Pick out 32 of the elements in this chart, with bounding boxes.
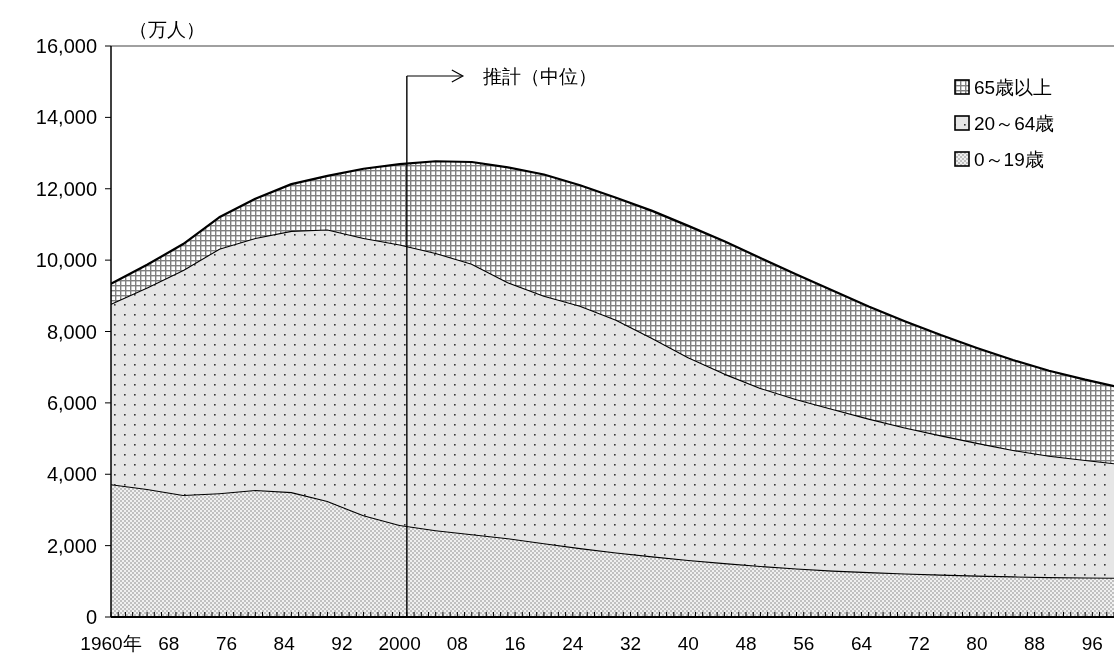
legend-label: 20～64歳 bbox=[974, 113, 1055, 134]
legend-label: 0～19歳 bbox=[974, 149, 1044, 170]
x-tick-label: 24 bbox=[562, 633, 584, 654]
y-tick-label: 10,000 bbox=[35, 249, 97, 272]
y-tick-label: 8,000 bbox=[46, 320, 97, 343]
y-tick-label: 14,000 bbox=[35, 106, 97, 129]
x-tick-label: 88 bbox=[1024, 633, 1046, 654]
x-tick-label: 84 bbox=[273, 633, 296, 654]
x-tick-label: 64 bbox=[850, 633, 873, 654]
x-tick-label: 40 bbox=[677, 633, 699, 654]
x-tick-label: 16 bbox=[504, 633, 526, 654]
x-tick-label: 80 bbox=[966, 633, 988, 654]
y-tick-label: 4,000 bbox=[46, 463, 97, 486]
x-tick-label: 76 bbox=[215, 633, 238, 654]
y-tick-label: 0 bbox=[85, 606, 97, 628]
x-tick-label: 96 bbox=[1081, 633, 1103, 654]
y-tick-label: 16,000 bbox=[35, 35, 97, 57]
x-tick-label: 68 bbox=[158, 633, 180, 654]
ref-line-label: 推計（中位） bbox=[482, 66, 597, 87]
x-tick-label: 92 bbox=[331, 633, 353, 654]
y-tick-label: 6,000 bbox=[46, 391, 97, 414]
x-tick-label: 56 bbox=[793, 633, 815, 654]
x-tick-label: 08 bbox=[446, 633, 468, 654]
x-tick-label: 32 bbox=[619, 633, 642, 654]
y-tick-label: 12,000 bbox=[35, 177, 97, 200]
x-tick-label: 2000 bbox=[378, 633, 421, 654]
x-tick-label: 72 bbox=[908, 633, 930, 654]
y-axis-title: （万人） bbox=[129, 19, 205, 40]
x-tick-label: 1960年 bbox=[80, 633, 142, 654]
y-tick-label: 2,000 bbox=[46, 534, 97, 557]
x-tick-label: 48 bbox=[735, 633, 757, 654]
legend-label: 65歳以上 bbox=[974, 77, 1053, 98]
